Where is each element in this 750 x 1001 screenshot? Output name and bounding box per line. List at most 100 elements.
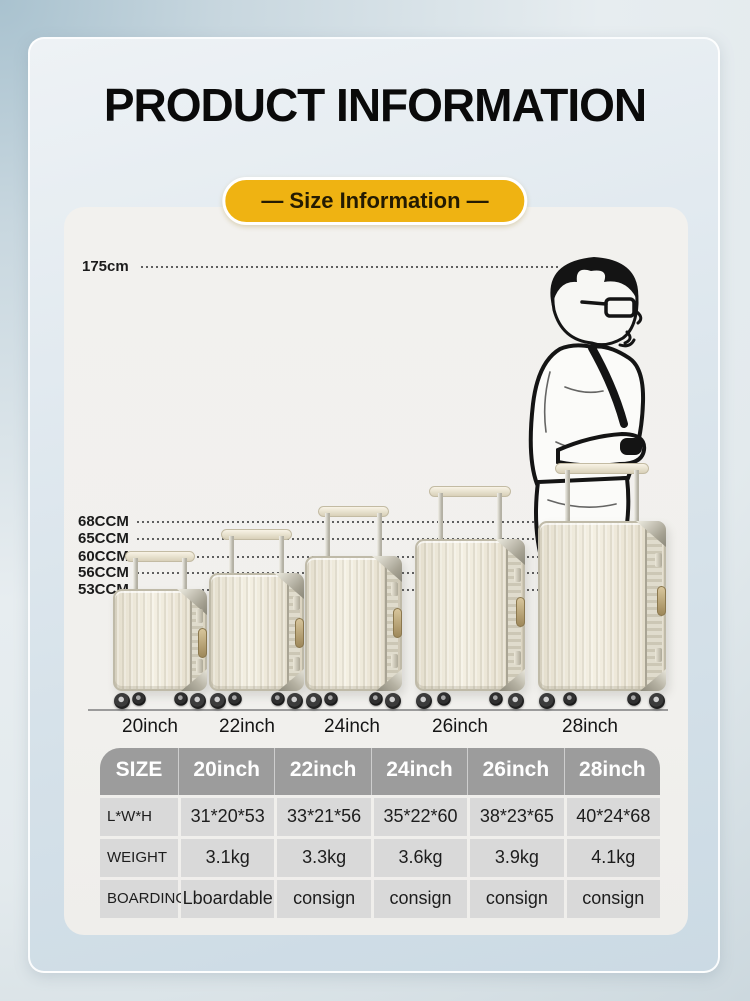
spec-cell: 40*24*68	[566, 798, 660, 836]
latch	[293, 656, 300, 671]
latch	[514, 567, 521, 582]
wheel	[271, 692, 285, 706]
spec-cell: 3.9kg	[470, 839, 564, 877]
spec-cell: 4.1kg	[566, 839, 660, 877]
trolley-rod	[376, 513, 382, 559]
latch	[391, 581, 398, 596]
wheel	[368, 692, 383, 706]
spec-table: SIZE 20inch 22inch 24inch 26inch 28inch …	[100, 748, 660, 918]
suitcase-28inch	[538, 463, 666, 709]
spec-cell: 3.3kg	[277, 839, 371, 877]
latch	[293, 595, 300, 610]
side-handle	[393, 607, 402, 638]
header-cell-24inch: 24inch	[370, 748, 467, 795]
spec-cell: 35*22*60	[373, 798, 468, 836]
wheel	[539, 693, 556, 709]
case-shell	[305, 556, 402, 691]
wheel	[132, 692, 146, 706]
latch	[391, 654, 398, 669]
height-marker-label: 65CCM	[78, 530, 129, 547]
trolley-grip	[554, 463, 650, 474]
person-height-label: 175cm	[82, 258, 129, 275]
size-label-28inch: 28inch	[562, 716, 618, 737]
trolley-rod	[132, 558, 138, 592]
dashed-line	[141, 265, 558, 268]
trolley-grip	[429, 486, 511, 497]
trolley-rod	[279, 536, 285, 576]
case-shell	[113, 589, 207, 691]
trolley-rod	[182, 558, 188, 592]
case-shell	[209, 573, 304, 691]
row-label: BOARDING	[100, 880, 187, 918]
wheel	[287, 693, 304, 709]
case-shell	[415, 539, 525, 691]
spec-cell: 33*21*56	[277, 798, 371, 836]
suitcase-24inch	[305, 506, 402, 709]
spec-cell: consign	[470, 880, 564, 918]
height-marker-label: 68CCM	[78, 513, 129, 530]
height-marker-label: 56CCM	[78, 564, 129, 581]
height-marker-68: 68CCM	[78, 513, 654, 530]
table-row-lwh: L*W*H 31*20*53 33*21*56 35*22*60 38*23*6…	[100, 798, 660, 836]
header-cell-22inch: 22inch	[274, 748, 370, 795]
height-marker-label: 60CCM	[78, 548, 129, 565]
spec-cell: consign	[373, 880, 468, 918]
suitcase-20inch	[113, 551, 207, 709]
table-row-boarding: BOARDING Lboardable consign consign cons…	[100, 880, 660, 918]
spec-cell: 3.1kg	[181, 839, 275, 877]
wheel	[385, 693, 402, 709]
spec-cell: Lboardable	[181, 880, 275, 918]
size-information-badge: — Size Information —	[222, 177, 528, 225]
latch	[196, 659, 203, 674]
spec-cell: consign	[277, 880, 371, 918]
dashed-line	[137, 537, 654, 540]
dashed-line	[137, 520, 654, 523]
spec-table-header: SIZE 20inch 22inch 24inch 26inch 28inch	[100, 748, 660, 795]
person-height-measure: 175cm	[82, 258, 558, 275]
spec-cell: 38*23*65	[470, 798, 564, 836]
wheel	[113, 693, 130, 709]
header-cell-26inch: 26inch	[467, 748, 563, 795]
spec-cell: 31*20*53	[181, 798, 275, 836]
header-cell-size: SIZE	[115, 758, 163, 781]
trolley-grip	[125, 551, 195, 562]
size-label-26inch: 26inch	[432, 716, 488, 737]
latch	[655, 552, 662, 567]
wheel	[324, 692, 339, 706]
latch	[655, 648, 662, 663]
height-marker-65: 65CCM	[78, 530, 654, 547]
size-label-20inch: 20inch	[122, 716, 178, 737]
side-handle	[295, 618, 304, 649]
wheel	[416, 693, 433, 709]
wheel	[563, 692, 578, 706]
row-label: WEIGHT	[100, 839, 178, 877]
wheel	[648, 693, 665, 709]
header-cell-28inch: 28inch	[563, 748, 660, 795]
wheel	[437, 692, 451, 706]
wheel	[190, 693, 207, 709]
spec-cell: consign	[566, 880, 660, 918]
size-label-24inch: 24inch	[324, 716, 380, 737]
wheel	[228, 692, 242, 706]
latch	[514, 651, 521, 666]
row-label: L*W*H	[100, 798, 178, 836]
trolley-rod	[325, 513, 331, 559]
header-cell-20inch: 20inch	[178, 748, 274, 795]
case-shell	[538, 521, 666, 691]
suitcase-26inch	[415, 486, 525, 709]
wheel	[507, 693, 524, 709]
trolley-rod	[564, 470, 570, 524]
suitcase-22inch	[209, 529, 304, 709]
ground-line	[88, 709, 668, 711]
spec-cell: 3.6kg	[373, 839, 468, 877]
trolley-grip	[221, 529, 292, 540]
latch	[196, 608, 203, 623]
size-label-22inch: 22inch	[219, 716, 275, 737]
trolley-rod	[228, 536, 234, 576]
trolley-rod	[438, 493, 444, 542]
trolley-rod	[496, 493, 502, 542]
wheel	[489, 692, 503, 706]
page-title: PRODUCT INFORMATION	[103, 79, 647, 131]
side-handle	[198, 628, 207, 659]
